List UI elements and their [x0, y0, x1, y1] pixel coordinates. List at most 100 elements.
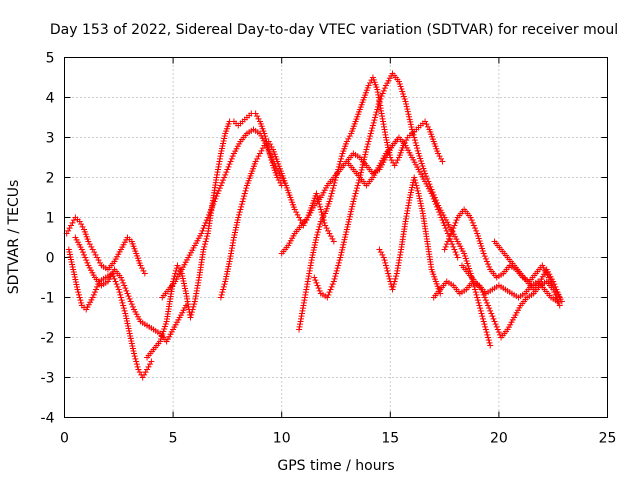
data-point	[486, 263, 493, 270]
data-point	[337, 158, 344, 165]
data-point	[95, 257, 102, 264]
data-point	[329, 281, 336, 288]
data-point	[314, 231, 321, 238]
data-point	[268, 143, 275, 150]
data-point	[447, 233, 454, 240]
data-point	[131, 350, 138, 357]
data-point	[470, 222, 477, 229]
data-point	[82, 254, 89, 261]
data-point	[94, 283, 101, 290]
data-point	[406, 116, 413, 123]
data-point	[454, 254, 461, 261]
data-point	[411, 177, 418, 184]
data-point	[476, 302, 483, 309]
data-point	[190, 303, 197, 310]
data-point	[340, 239, 347, 246]
data-point	[414, 187, 421, 194]
data-point	[297, 217, 304, 224]
data-point	[388, 157, 395, 164]
data-point	[203, 217, 210, 224]
data-point	[77, 297, 84, 304]
data-point	[480, 291, 487, 298]
data-point	[187, 314, 194, 321]
data-point	[432, 201, 439, 208]
data-point	[350, 198, 357, 205]
data-point	[328, 190, 335, 197]
data-point	[128, 301, 135, 308]
data-point	[121, 282, 128, 289]
data-point	[83, 257, 90, 264]
data-point	[444, 238, 451, 245]
data-point	[365, 82, 372, 89]
data-point	[120, 279, 127, 286]
data-point	[258, 147, 265, 154]
y-tick-label: -3	[41, 371, 55, 387]
chart-title: Day 153 of 2022, Sidereal Day-to-day VTE…	[50, 22, 618, 38]
data-point	[362, 151, 369, 158]
data-point	[328, 283, 335, 290]
data-point	[91, 249, 98, 256]
data-point	[336, 257, 343, 264]
data-point	[393, 159, 400, 166]
data-point	[367, 130, 374, 137]
data-point	[376, 246, 383, 253]
data-point	[267, 141, 274, 148]
data-point	[256, 150, 263, 157]
data-point	[471, 283, 478, 290]
x-tick-label: 5	[169, 431, 178, 447]
data-point	[349, 201, 356, 208]
data-point	[115, 286, 122, 293]
data-point	[468, 217, 475, 224]
data-point	[369, 122, 376, 129]
data-point	[242, 187, 249, 194]
data-point	[422, 118, 429, 125]
data-point	[475, 299, 482, 306]
data-point	[358, 169, 365, 176]
data-point	[380, 254, 387, 261]
data-point	[366, 135, 373, 142]
data-point	[477, 307, 484, 314]
data-point	[437, 211, 444, 218]
data-point	[335, 166, 342, 173]
data-point	[201, 243, 208, 250]
data-point	[394, 157, 401, 164]
data-point	[325, 227, 332, 234]
x-tick-labels: 0 5 10 15 20 25	[60, 431, 616, 447]
data-point	[117, 274, 124, 281]
data-point	[220, 177, 227, 184]
data-point	[330, 278, 337, 285]
data-point	[330, 185, 337, 192]
data-point	[449, 241, 456, 248]
data-point	[188, 311, 195, 318]
data-point	[275, 177, 282, 184]
data-point	[96, 259, 103, 266]
data-point	[403, 137, 410, 144]
data-point	[345, 218, 352, 225]
data-point	[94, 254, 101, 261]
data-point	[335, 163, 342, 170]
data-point	[449, 227, 456, 234]
data-point	[482, 297, 489, 304]
data-point	[381, 85, 388, 92]
grid	[64, 57, 608, 418]
data-point	[326, 198, 333, 205]
data-point	[439, 217, 446, 224]
data-point	[479, 289, 486, 296]
data-point	[239, 198, 246, 205]
data-point	[551, 281, 558, 288]
data-point	[118, 297, 125, 304]
data-point	[481, 321, 488, 328]
y-tick-label: 1	[46, 211, 55, 227]
data-point	[492, 321, 499, 328]
data-point	[212, 195, 219, 202]
data-point	[330, 182, 337, 189]
data-point	[313, 234, 320, 241]
plot-frame	[64, 57, 608, 418]
data-point	[331, 179, 338, 186]
data-point	[215, 187, 222, 194]
data-point	[348, 206, 355, 213]
data-point	[65, 227, 72, 234]
data-point	[376, 98, 383, 105]
y-tick-label: 2	[46, 171, 55, 187]
data-point	[331, 275, 338, 282]
